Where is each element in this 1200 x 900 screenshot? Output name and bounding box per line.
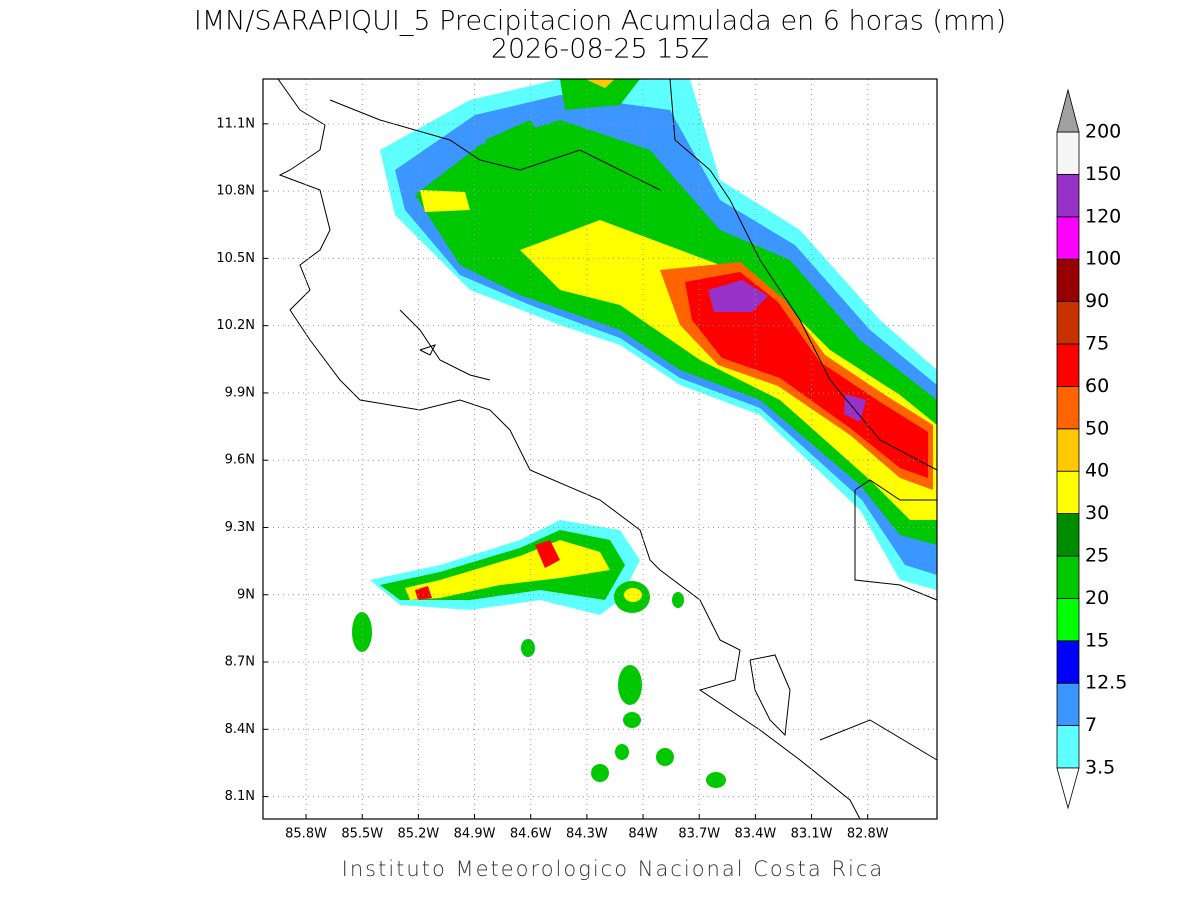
colorbar-swatch bbox=[1056, 640, 1080, 684]
lat-tick-label: 8.1N bbox=[225, 789, 255, 804]
lat-tick-label: 9.9N bbox=[225, 385, 255, 400]
colorbar: 3.5 7 12.5 15 20 25 30 40 50 60 75 90 100 120 150 200 bbox=[1056, 88, 1127, 810]
colorbar-label: 200 bbox=[1085, 121, 1121, 143]
colorbar-swatch bbox=[1056, 131, 1080, 175]
lat-tick-label: 10.5N bbox=[216, 251, 255, 266]
lat-tick-label: 9N bbox=[237, 587, 255, 602]
colorbar-swatch bbox=[1056, 725, 1080, 769]
lon-tick-label: 82.8W bbox=[847, 827, 889, 842]
lon-tick-label: 85.2W bbox=[397, 827, 439, 842]
coastline bbox=[277, 78, 938, 820]
colorbar-label: 7 bbox=[1085, 714, 1097, 736]
lat-tick-label: 9.3N bbox=[225, 520, 255, 535]
lon-tick-label: 85.8W bbox=[285, 827, 327, 842]
colorbar-over bbox=[1056, 88, 1080, 133]
colorbar-swatch bbox=[1056, 301, 1080, 345]
colorbar-label: 15 bbox=[1085, 629, 1109, 651]
colorbar-swatch bbox=[1056, 682, 1080, 727]
map-frame bbox=[262, 78, 938, 820]
footer: Instituto Meteorologico Nacional Costa R… bbox=[342, 857, 885, 881]
colorbar-label: 90 bbox=[1085, 290, 1109, 312]
colorbar-label: 150 bbox=[1085, 163, 1121, 185]
colorbar-swatch bbox=[1056, 470, 1080, 515]
colorbar-label: 3.5 bbox=[1085, 757, 1115, 779]
colorbar-swatch bbox=[1056, 385, 1080, 430]
colorbar-swatch bbox=[1056, 343, 1080, 387]
colorbar-label: 75 bbox=[1085, 333, 1109, 355]
lat-tick-label: 11.1N bbox=[216, 116, 255, 131]
colorbar-under bbox=[1056, 767, 1080, 810]
lon-tick-label: 84W bbox=[628, 827, 658, 842]
precip-field bbox=[352, 79, 937, 788]
colorbar-label: 20 bbox=[1085, 587, 1109, 609]
lon-tick-label: 84.6W bbox=[510, 827, 552, 842]
lon-tick-label: 83.4W bbox=[734, 827, 776, 842]
colorbar-label: 12.5 bbox=[1085, 672, 1127, 694]
lon-tick-label: 83.1W bbox=[791, 827, 833, 842]
colorbar-label: 50 bbox=[1085, 417, 1109, 439]
lat-tick-label: 10.8N bbox=[216, 184, 255, 199]
graticule: 85.8W 85.5W 85.2W 84.9W 84.6W 84.3W 84W 83.7W 83… bbox=[216, 79, 937, 842]
colorbar-label: 100 bbox=[1085, 248, 1121, 270]
lat-tick-label: 8.7N bbox=[225, 655, 255, 670]
lon-tick-label: 85.5W bbox=[341, 827, 383, 842]
colorbar-swatch bbox=[1056, 513, 1080, 557]
lat-tick-label: 8.4N bbox=[225, 722, 255, 737]
lon-tick-label: 84.9W bbox=[454, 827, 496, 842]
colorbar-label: 25 bbox=[1085, 545, 1109, 567]
colorbar-swatch bbox=[1056, 216, 1080, 260]
colorbar-swatch bbox=[1056, 173, 1080, 218]
title: IMN/SARAPIQUI_5 Precipitacion Acumulada … bbox=[194, 6, 1006, 37]
colorbar-label: 120 bbox=[1085, 205, 1121, 227]
lat-tick-label: 10.2N bbox=[216, 318, 255, 333]
colorbar-label: 40 bbox=[1085, 460, 1109, 482]
colorbar-swatch bbox=[1056, 428, 1080, 472]
colorbar-swatch bbox=[1056, 258, 1080, 303]
colorbar-swatch bbox=[1056, 598, 1080, 642]
colorbar-swatch bbox=[1056, 555, 1080, 599]
colorbar-label: 30 bbox=[1085, 502, 1109, 524]
lon-tick-label: 84.3W bbox=[566, 827, 608, 842]
colorbar-label: 60 bbox=[1085, 375, 1109, 397]
subtitle: 2026-08-25 15Z bbox=[491, 34, 709, 65]
lon-tick-label: 83.7W bbox=[678, 827, 720, 842]
lat-tick-label: 9.6N bbox=[225, 453, 255, 468]
